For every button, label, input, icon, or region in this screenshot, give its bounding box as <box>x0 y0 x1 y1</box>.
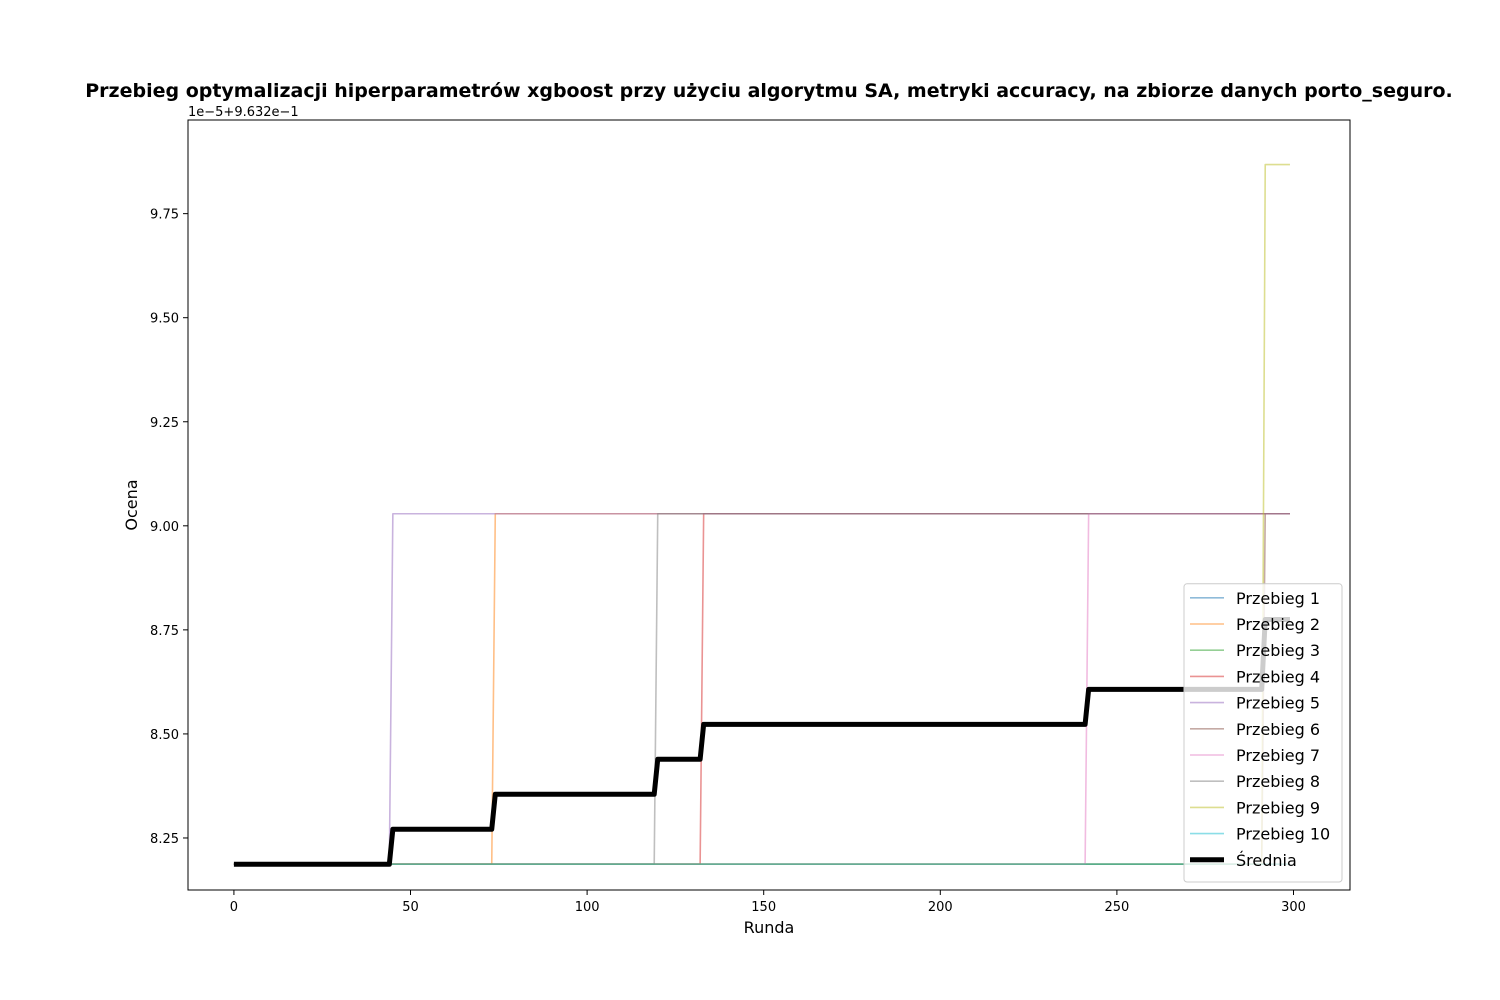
legend: Przebieg 1 Przebieg 2 Przebieg 3 Przebieg 4… <box>1183 583 1343 883</box>
y-tick-label: 9.50 <box>150 312 179 327</box>
x-tick-label: 150 <box>751 900 776 915</box>
plot-area <box>187 119 1351 891</box>
y-offset-label: 1e−5+9.632e−1 <box>188 105 299 120</box>
chart-title: Przebieg optymalizacji hiperparametrów x… <box>85 80 1453 102</box>
legend-label: Przebieg 4 <box>1236 667 1320 686</box>
series-layer <box>233 163 1290 867</box>
plot-frame <box>187 119 1351 891</box>
y-axis-label: Ocena <box>122 479 141 530</box>
legend-label: Przebieg 2 <box>1236 615 1320 634</box>
x-tick-label: 250 <box>1104 900 1129 915</box>
x-tick-label: 50 <box>402 900 419 915</box>
legend-label: Przebieg 8 <box>1236 772 1320 791</box>
series-line-11 <box>233 616 1290 867</box>
x-tick-label: 300 <box>1281 900 1306 915</box>
legend-label: Przebieg 9 <box>1236 798 1320 817</box>
x-tick-label: 0 <box>230 900 238 915</box>
y-tick-label: 9.25 <box>150 416 179 431</box>
y-tick-label: 8.50 <box>150 728 179 743</box>
y-tick-label: 9.00 <box>150 520 179 535</box>
legend-label: Średnia <box>1236 851 1297 870</box>
legend-label: Przebieg 1 <box>1236 589 1320 608</box>
legend-label: Przebieg 10 <box>1236 825 1330 844</box>
y-tick-label: 8.75 <box>150 624 179 639</box>
legend-label: Przebieg 7 <box>1236 746 1320 765</box>
x-tick-label: 200 <box>928 900 953 915</box>
y-tick-label: 8.25 <box>150 832 179 847</box>
legend-label: Przebieg 6 <box>1236 720 1320 739</box>
legend-label: Przebieg 5 <box>1236 694 1320 713</box>
y-axis: 8.25 8.50 8.75 9.00 9.25 9.50 9.75 <box>150 208 188 847</box>
x-tick-label: 100 <box>575 900 600 915</box>
legend-label: Przebieg 3 <box>1236 641 1320 660</box>
x-axis: 0 50 100 150 200 250 300 <box>230 890 1306 915</box>
x-axis-label: Runda <box>744 918 795 937</box>
y-tick-label: 9.75 <box>150 208 179 223</box>
